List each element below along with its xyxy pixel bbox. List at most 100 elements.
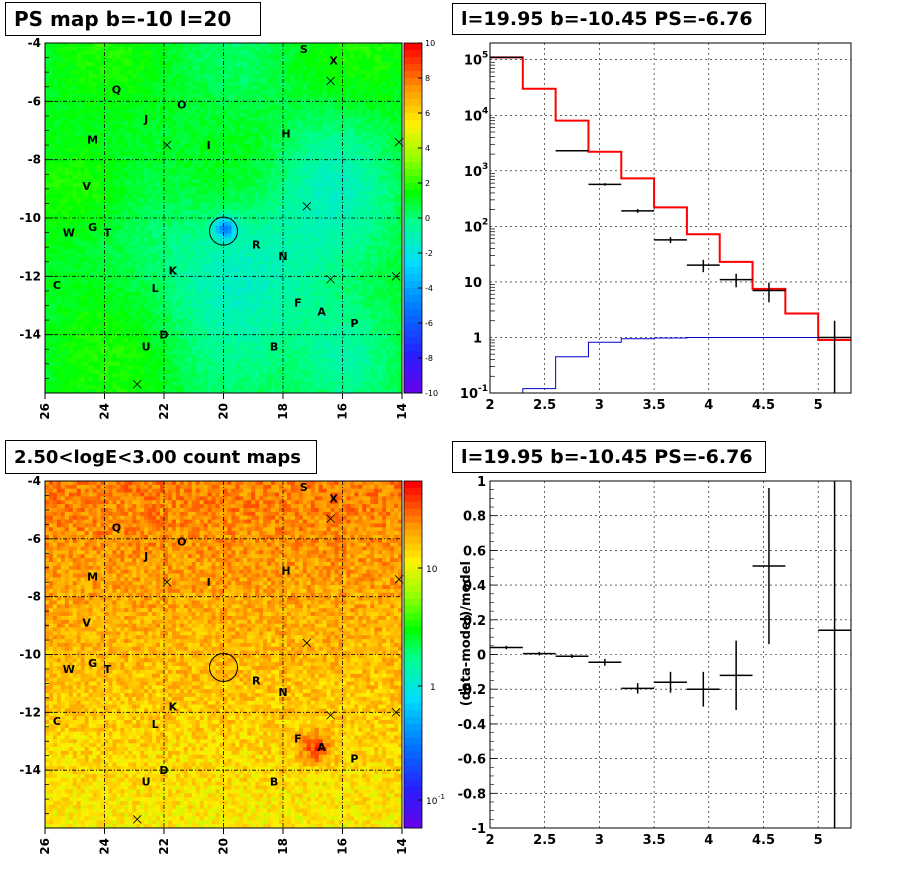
ps-map-cell	[199, 272, 205, 277]
ps-map-cell	[72, 241, 78, 246]
ps-map-cell	[160, 113, 165, 118]
ps-map-cell	[251, 198, 256, 203]
ps-map-cell	[112, 163, 117, 168]
ps-map-cell	[60, 210, 66, 215]
ps-map-cell	[160, 78, 165, 83]
ps-map-cell	[152, 163, 157, 168]
ps-map-cell	[183, 140, 189, 145]
ps-map-cell	[148, 159, 153, 164]
ps-map-cell	[116, 369, 121, 374]
ps-map-cell	[183, 105, 189, 110]
ps-map-cell	[100, 280, 105, 285]
ps-map-cell	[171, 74, 177, 79]
ps-map-cell	[128, 113, 133, 118]
ps-map-cell	[140, 132, 145, 137]
ps-map-cell	[64, 291, 70, 297]
ps-map-cell	[132, 85, 137, 91]
ps-map-cell	[199, 159, 205, 164]
ps-map-cell	[124, 206, 129, 211]
ps-map-cell	[84, 128, 90, 133]
ps-map-cell	[227, 62, 232, 67]
ps-map-cell	[132, 237, 137, 242]
ps-map-cell	[80, 381, 86, 386]
ps-map-cell	[72, 315, 78, 320]
ps-map-cell	[175, 144, 181, 149]
ps-map-cell	[215, 323, 220, 328]
ps-map-cell	[120, 70, 125, 75]
ps-map-cell	[160, 276, 165, 281]
ps-map-cell	[100, 221, 105, 227]
ps-map-cell	[251, 381, 256, 386]
ps-map-cell	[167, 365, 173, 371]
ps-map-cell	[199, 144, 205, 149]
ps-map-cell	[195, 245, 201, 250]
ps-map-cell	[68, 171, 74, 176]
ps-map-cell	[120, 155, 125, 161]
ps-map-cell	[68, 210, 74, 215]
ps-map-cell	[124, 128, 129, 133]
ps-map-cell	[136, 120, 141, 126]
ps-map-cell	[243, 46, 248, 52]
ps-map-cell	[183, 128, 189, 133]
ps-map-cell	[156, 315, 161, 320]
ps-map-cell	[116, 256, 121, 262]
ps-map-cell	[96, 194, 101, 199]
ps-map-cell	[251, 218, 256, 223]
ps-map-cell	[243, 120, 248, 126]
ps-map-cell	[128, 202, 133, 207]
ps-map-cell	[175, 377, 181, 382]
ps-map-cell	[108, 381, 113, 386]
ps-map-cell	[76, 70, 82, 75]
ps-map-cell	[263, 46, 268, 52]
ps-map-cell	[164, 268, 169, 273]
ps-map-cell	[104, 253, 109, 258]
ps-map-cell	[148, 62, 153, 67]
ps-map-cell	[45, 307, 50, 312]
ps-map-cell	[92, 350, 97, 355]
ps-map-cell	[128, 46, 133, 52]
ps-map-cell	[76, 136, 82, 141]
ps-map-cell	[235, 113, 240, 118]
ps-map-cell	[263, 62, 268, 67]
ps-map-cell	[171, 358, 177, 363]
ps-map-cell	[160, 307, 165, 312]
ps-map-cell	[199, 342, 205, 347]
ps-map-cell	[128, 50, 133, 56]
ps-map-cell	[120, 218, 125, 223]
ps-map-cell	[48, 268, 54, 273]
ps-map-cell	[48, 81, 54, 87]
ps-map-cell	[96, 315, 101, 320]
ps-map-cell	[223, 272, 228, 277]
ps-map-cell	[199, 183, 205, 188]
ps-map-cell	[72, 163, 78, 168]
ps-map-cell	[45, 291, 50, 297]
ps-map-cell	[88, 151, 93, 157]
ps-map-cell	[171, 120, 177, 126]
ps-map-cell	[251, 229, 256, 234]
ps-map-cell	[219, 97, 224, 102]
ps-map-cell	[64, 93, 70, 98]
ps-map-cell	[72, 206, 78, 211]
ps-map-cell	[88, 361, 93, 367]
ps-map-cell	[211, 62, 216, 67]
ps-map-cell	[207, 136, 212, 141]
ps-map-cell	[140, 389, 145, 394]
ps-map-cell	[215, 369, 220, 374]
ps-map-cell	[144, 338, 149, 343]
ps-map-cell	[136, 264, 141, 269]
ps-map-cell	[164, 256, 169, 262]
ps-map-cell	[144, 291, 149, 297]
ps-map-cell	[259, 256, 264, 262]
ps-map-cell	[211, 295, 216, 301]
ps-map-cell	[223, 151, 228, 157]
ps-map-cell	[68, 326, 74, 332]
ps-map-cell	[187, 144, 193, 149]
ps-map-cell	[56, 167, 62, 172]
ps-map-cell	[191, 276, 197, 281]
ps-map-cell	[120, 334, 125, 339]
ps-map-cell	[235, 241, 240, 246]
ps-map-cell	[255, 66, 260, 71]
ps-map-cell	[219, 334, 224, 339]
ps-map-cell	[112, 198, 117, 203]
ps-map-cell	[144, 62, 149, 67]
